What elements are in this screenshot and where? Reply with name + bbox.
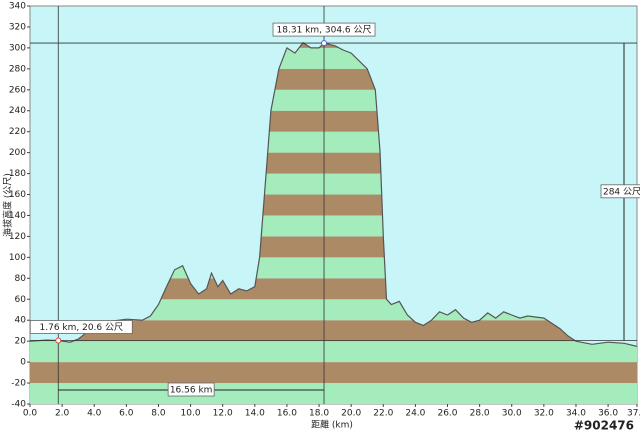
y-tick-label: 60 bbox=[15, 295, 27, 305]
marker bbox=[321, 40, 328, 47]
y-tick-label: 160 bbox=[9, 190, 26, 200]
y-tick-label: 300 bbox=[9, 43, 26, 53]
x-tick-label: 34.0 bbox=[566, 409, 586, 419]
x-tick-label: 24.0 bbox=[405, 409, 425, 419]
y-tick-label: -40 bbox=[11, 400, 26, 410]
x-tick-label: 4.0 bbox=[87, 409, 102, 419]
y-tick-label: -20 bbox=[11, 379, 26, 389]
x-tick-label: 12.0 bbox=[213, 409, 233, 419]
y-tick-label: 280 bbox=[9, 64, 26, 74]
x-tick-label: 0.0 bbox=[23, 409, 38, 419]
x-tick-label: 8.0 bbox=[151, 409, 166, 419]
x-tick-label: 26.0 bbox=[437, 409, 457, 419]
y-tick-label: 320 bbox=[9, 22, 26, 32]
x-tick-label: 36.0 bbox=[598, 409, 618, 419]
y-tick-label: 180 bbox=[9, 169, 26, 179]
x-tick-label: 28.0 bbox=[470, 409, 490, 419]
watermark: #902476 bbox=[574, 419, 634, 433]
elevation-band bbox=[30, 320, 637, 342]
marker bbox=[55, 337, 62, 344]
height-label: 284 公尺 bbox=[603, 186, 640, 197]
y-axis-title: 海拔高度 (公尺) bbox=[2, 173, 14, 237]
y-tick-label: 80 bbox=[15, 274, 27, 284]
annotation-box bbox=[600, 184, 640, 199]
elevation-band bbox=[30, 341, 637, 363]
annotation: 18.31 km, 304.6 公尺 bbox=[277, 25, 372, 36]
x-tick-label: 14.0 bbox=[245, 409, 265, 419]
annotation-box bbox=[167, 382, 215, 397]
y-tick-label: 120 bbox=[9, 232, 26, 242]
x-tick-label: 30.0 bbox=[502, 409, 522, 419]
x-tick-label: 16.0 bbox=[277, 409, 297, 419]
distance-label: 16.56 km bbox=[170, 386, 213, 396]
annotation-box bbox=[29, 320, 133, 334]
y-tick-label: 0 bbox=[20, 358, 26, 368]
x-axis-title: 距離 (km) bbox=[311, 419, 353, 431]
elevation-band bbox=[30, 362, 637, 384]
x-tick-label: 37.8 bbox=[627, 409, 640, 419]
y-tick-label: 260 bbox=[9, 85, 26, 95]
x-tick-label: 18.0 bbox=[309, 409, 329, 419]
y-tick-label: 140 bbox=[9, 211, 26, 221]
y-tick-label: 340 bbox=[9, 2, 26, 12]
x-tick-label: 6.0 bbox=[119, 409, 134, 419]
x-tick-label: 10.0 bbox=[181, 409, 201, 419]
y-tick-label: 220 bbox=[9, 127, 26, 137]
annotation-box bbox=[272, 22, 376, 37]
x-tick-label: 32.0 bbox=[534, 409, 554, 419]
x-tick-label: 2.0 bbox=[55, 409, 70, 419]
annotation: 1.76 km, 20.6 公尺 bbox=[40, 322, 124, 333]
y-tick-label: 100 bbox=[9, 253, 26, 263]
y-tick-label: 20 bbox=[15, 337, 27, 347]
x-tick-label: 22.0 bbox=[373, 409, 393, 419]
y-tick-label: 200 bbox=[9, 148, 26, 158]
elevation-band bbox=[30, 383, 637, 404]
y-tick-label: 40 bbox=[15, 316, 27, 326]
y-tick-label: 240 bbox=[9, 106, 26, 116]
x-tick-label: 20.0 bbox=[341, 409, 361, 419]
